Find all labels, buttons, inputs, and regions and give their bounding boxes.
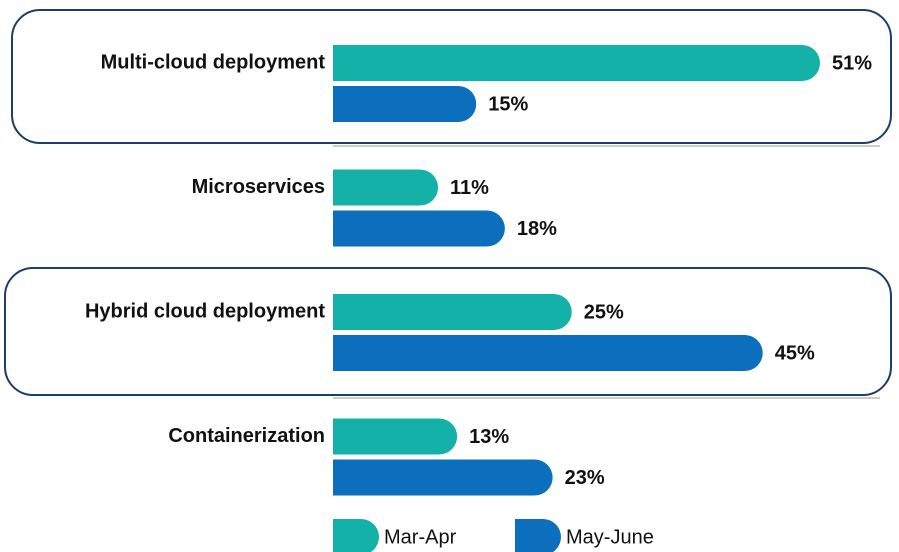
bar xyxy=(333,459,553,496)
legend-label: May-June xyxy=(566,526,654,548)
legend-swatch xyxy=(333,519,379,552)
bar xyxy=(333,418,458,455)
value-label: 25% xyxy=(584,301,624,323)
category-label: Containerization xyxy=(168,425,325,447)
highlight-box xyxy=(11,9,892,144)
bar xyxy=(333,210,505,247)
value-label: 23% xyxy=(565,467,605,489)
value-label: 51% xyxy=(832,52,872,74)
category-label: Multi-cloud deployment xyxy=(101,51,326,73)
value-label: 45% xyxy=(775,342,815,364)
bar xyxy=(333,45,820,81)
bar xyxy=(333,294,572,330)
value-label: 13% xyxy=(469,426,509,448)
category-label: Microservices xyxy=(192,176,325,198)
bar xyxy=(333,169,439,206)
legend-swatch xyxy=(515,519,561,552)
highlight-box xyxy=(4,267,892,396)
category-label: Hybrid cloud deployment xyxy=(85,300,325,322)
bar xyxy=(333,335,763,371)
value-label: 18% xyxy=(517,218,557,240)
bar xyxy=(333,86,477,122)
value-label: 15% xyxy=(488,93,528,115)
value-label: 11% xyxy=(450,177,489,199)
legend-label: Mar-Apr xyxy=(384,526,457,548)
